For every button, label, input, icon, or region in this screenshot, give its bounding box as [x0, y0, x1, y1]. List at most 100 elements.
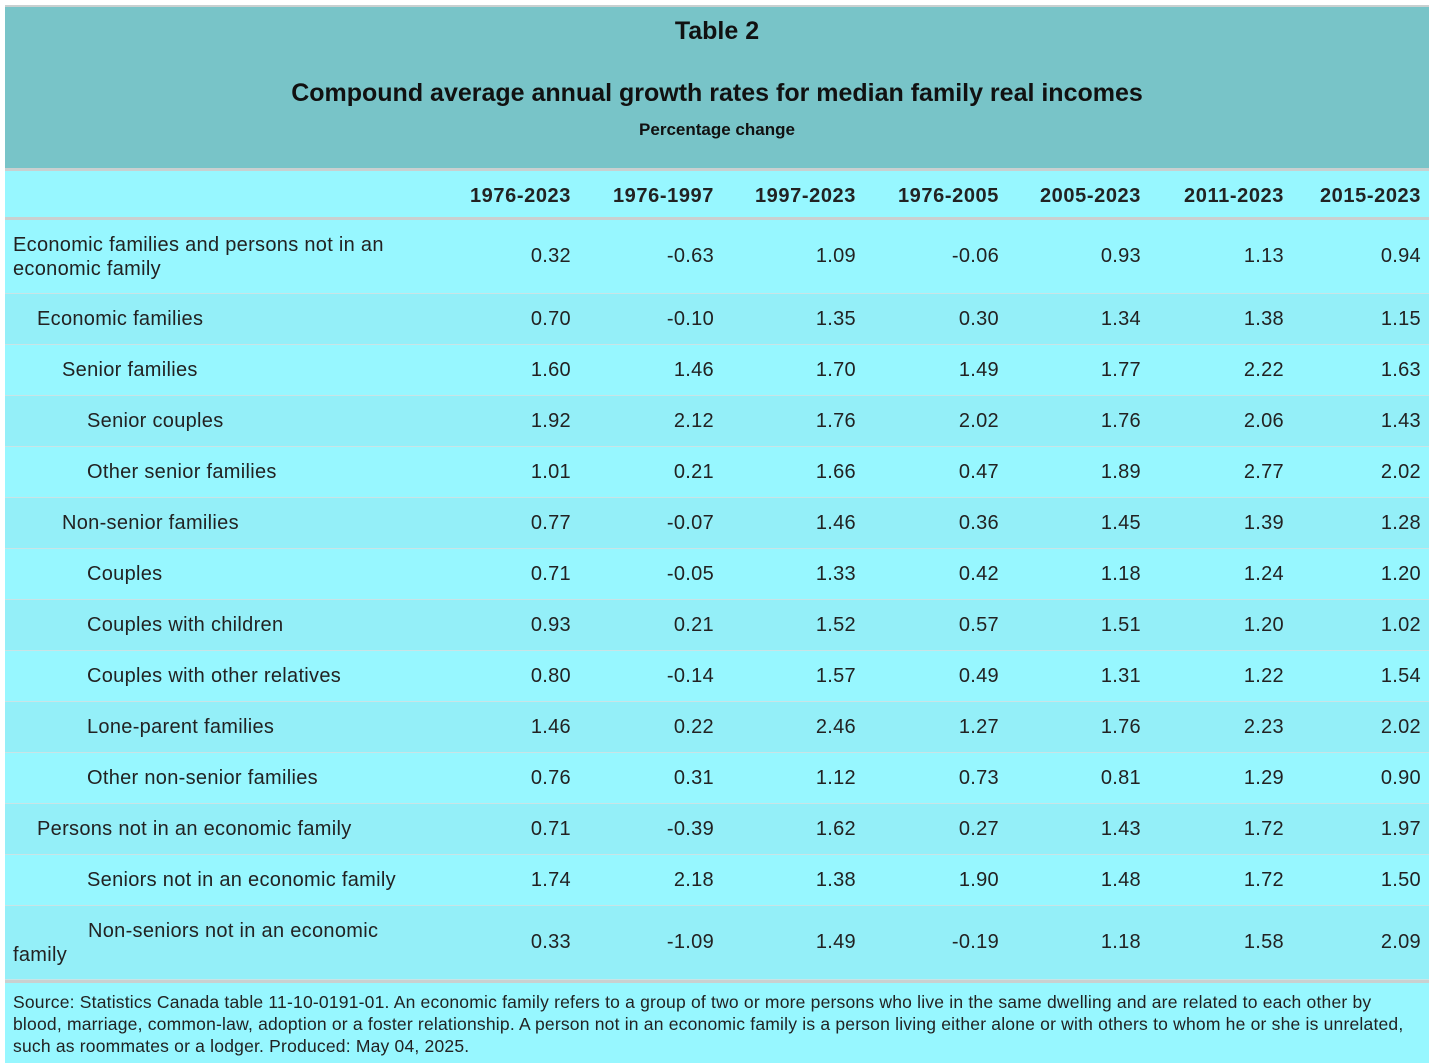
table-cell: 0.30	[864, 293, 1007, 345]
table-row: Couples with children 0.93 0.21 1.52 0.57 1.5…	[5, 599, 1429, 651]
table-row: Couples 0.71 -0.05 1.33 0.42 1.18 1.24 1.20	[5, 548, 1429, 600]
table-cell: -0.14	[579, 650, 722, 702]
table-row: Senior families 1.60 1.46 1.70 1.49 1.77 2.22 1…	[5, 344, 1429, 396]
table-cell: 1.43	[1292, 395, 1429, 447]
table-cell: 1.46	[722, 497, 864, 549]
row-label: Other senior families	[5, 446, 437, 498]
table-cell: 1.24	[1149, 548, 1292, 600]
table-cell: 1.35	[722, 293, 864, 345]
table-cell: 1.49	[722, 905, 864, 980]
table-cell: 2.46	[722, 701, 864, 753]
table-cell: 1.01	[437, 446, 579, 498]
table-cell: 1.46	[579, 344, 722, 396]
table-cell: 1.76	[1007, 701, 1149, 753]
table-cell: 1.33	[722, 548, 864, 600]
column-header: 1976-2005	[864, 168, 1007, 220]
table-cell: -0.07	[579, 497, 722, 549]
table-title-block: Table 2 Compound average annual growth r…	[5, 5, 1429, 168]
table-cell: 2.22	[1149, 344, 1292, 396]
table-cell: 2.09	[1292, 905, 1429, 980]
table-cell: -0.63	[579, 218, 722, 294]
table-cell: 0.80	[437, 650, 579, 702]
data-table: 1976-2023 1976-1997 1997-2023 1976-2005 …	[5, 168, 1429, 980]
table-cell: 1.39	[1149, 497, 1292, 549]
table-cell: 1.76	[1007, 395, 1149, 447]
table-cell: 0.71	[437, 803, 579, 855]
table-cell: 1.27	[864, 701, 1007, 753]
table-cell: 1.18	[1007, 905, 1149, 980]
table-cell: -0.39	[579, 803, 722, 855]
row-label: Economic families and persons not in an …	[5, 218, 437, 294]
table-cell: 0.71	[437, 548, 579, 600]
table-cell: -0.10	[579, 293, 722, 345]
table-cell: 2.02	[1292, 446, 1429, 498]
table-cell: 1.48	[1007, 854, 1149, 906]
table-row: Other non-senior families 0.76 0.31 1.12 0.7…	[5, 752, 1429, 804]
table-cell: 1.52	[722, 599, 864, 651]
row-label: Persons not in an economic family	[5, 803, 437, 855]
column-header: 2015-2023	[1292, 168, 1429, 220]
table-cell: 1.76	[722, 395, 864, 447]
table-cell: 0.21	[579, 446, 722, 498]
table-subtitle: Compound average annual growth rates for…	[291, 79, 1143, 107]
table-cell: 0.31	[579, 752, 722, 804]
table-cell: 0.93	[437, 599, 579, 651]
table-cell: -0.05	[579, 548, 722, 600]
table-container: Table 2 Compound average annual growth r…	[5, 5, 1429, 1063]
table-cell: 1.38	[722, 854, 864, 906]
table-cell: 0.93	[1007, 218, 1149, 294]
table-row: Economic families 0.70 -0.10 1.35 0.30 1.34 1.…	[5, 293, 1429, 345]
table-cell: 1.62	[722, 803, 864, 855]
table-row: Persons not in an economic family 0.71 -0.…	[5, 803, 1429, 855]
row-label: Seniors not in an economic family	[5, 854, 437, 906]
table-cell: 1.97	[1292, 803, 1429, 855]
table-cell: 1.57	[722, 650, 864, 702]
table-cell: 0.22	[579, 701, 722, 753]
row-label: Non-seniors not in an economic family	[5, 905, 437, 980]
row-label: Economic families	[5, 293, 437, 345]
table-cell: 1.22	[1149, 650, 1292, 702]
table-cell: 1.12	[722, 752, 864, 804]
table-cell: 1.60	[437, 344, 579, 396]
row-label: Senior couples	[5, 395, 437, 447]
table-cell: 2.12	[579, 395, 722, 447]
table-cell: -1.09	[579, 905, 722, 980]
row-label: Other non-senior families	[5, 752, 437, 804]
table-cell: 0.73	[864, 752, 1007, 804]
row-label: Couples with other relatives	[5, 650, 437, 702]
table-cell: 0.47	[864, 446, 1007, 498]
table-cell: 0.90	[1292, 752, 1429, 804]
table-cell: 1.18	[1007, 548, 1149, 600]
table-cell: 1.74	[437, 854, 579, 906]
table-cell: 0.77	[437, 497, 579, 549]
table-cell: 1.90	[864, 854, 1007, 906]
table-cell: 1.13	[1149, 218, 1292, 294]
table-cell: 2.02	[1292, 701, 1429, 753]
table-cell: 1.63	[1292, 344, 1429, 396]
table-cell: 2.18	[579, 854, 722, 906]
table-row: Couples with other relatives 0.80 -0.14 1.5…	[5, 650, 1429, 702]
table-title: Table 2	[674, 17, 760, 45]
table-row: Other senior families 1.01 0.21 1.66 0.47 1.8…	[5, 446, 1429, 498]
table-row: Senior couples 1.92 2.12 1.76 2.02 1.76 2.06 1.…	[5, 395, 1429, 447]
table-cell: 0.21	[579, 599, 722, 651]
table-cell: 1.92	[437, 395, 579, 447]
table-cell: 1.38	[1149, 293, 1292, 345]
header-blank	[5, 168, 437, 220]
table-cell: 1.20	[1292, 548, 1429, 600]
table-row: Economic families and persons not in an …	[5, 218, 1429, 294]
column-header: 1976-1997	[579, 168, 722, 220]
table-cell: 1.66	[722, 446, 864, 498]
column-header: 1997-2023	[722, 168, 864, 220]
table-cell: 1.46	[437, 701, 579, 753]
table-cell: 2.02	[864, 395, 1007, 447]
table-cell: 1.20	[1149, 599, 1292, 651]
table-cell: 1.54	[1292, 650, 1429, 702]
table-cell: 1.70	[722, 344, 864, 396]
table-cell: 1.34	[1007, 293, 1149, 345]
table-cell: 0.32	[437, 218, 579, 294]
column-header: 2005-2023	[1007, 168, 1149, 220]
column-header: 1976-2023	[437, 168, 579, 220]
column-header: 2011-2023	[1149, 168, 1292, 220]
table-row: Lone-parent families 1.46 0.22 2.46 1.27 1.76…	[5, 701, 1429, 753]
